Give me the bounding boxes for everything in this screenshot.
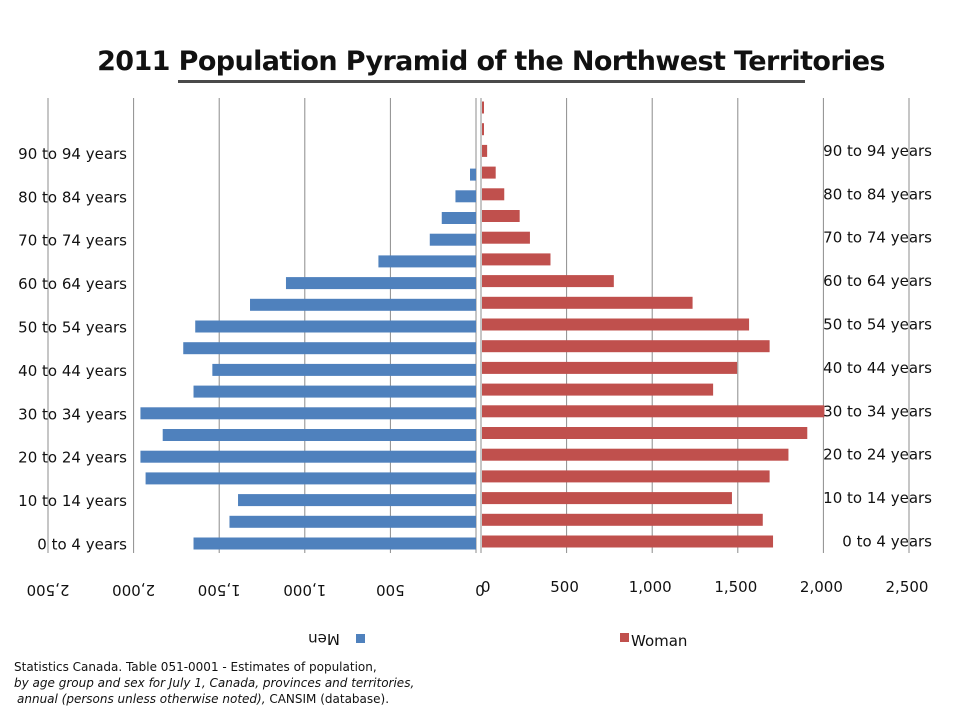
bar-woman-7 [482, 383, 714, 396]
woman-tick-label: 2,500 [886, 578, 929, 596]
bar-woman-13 [482, 253, 551, 266]
bar-woman-14 [482, 231, 530, 244]
bar-woman-5 [482, 427, 808, 439]
bar-woman-3 [482, 470, 770, 483]
bar-woman-1 [482, 513, 763, 526]
bar-men-12 [285, 277, 476, 290]
bar-woman-12 [482, 275, 614, 288]
source-line-2: by age group and sex for July 1, Canada,… [14, 676, 415, 690]
men-tick-label: 1,500 [198, 581, 241, 599]
age-label-left: 0 to 4 years [37, 536, 127, 554]
legend-swatch-woman [620, 633, 629, 642]
bar-men-6 [140, 407, 476, 420]
legend-swatch-men [356, 634, 365, 643]
woman-tick-label: 1,000 [629, 578, 672, 596]
woman-tick-label: 1,500 [714, 578, 757, 596]
bar-woman-18 [482, 144, 488, 157]
men-tick-label: 0 [475, 581, 485, 599]
age-label-left: 10 to 14 years [18, 492, 127, 510]
legend-item-men: Men [308, 630, 365, 648]
age-label-left: 70 to 74 years [18, 232, 127, 250]
age-label-right: 0 to 4 years [842, 533, 932, 551]
bar-woman-19 [482, 123, 484, 136]
age-label-right: 90 to 94 years [823, 142, 932, 160]
age-label-left: 50 to 54 years [18, 319, 127, 337]
bar-woman-15 [482, 210, 520, 222]
source-citation: Statistics Canada. Table 051-0001 - Esti… [14, 659, 484, 707]
chart-title: 2011 Population Pyramid of the Northwest… [97, 46, 885, 77]
age-label-right: 50 to 54 years [823, 316, 932, 334]
bar-woman-10 [482, 318, 750, 331]
age-label-right: 40 to 44 years [823, 359, 932, 377]
bar-men-11 [250, 298, 476, 311]
woman-tick-label: 500 [550, 578, 579, 596]
woman-tick-label: 0 [481, 578, 491, 596]
legend-label-men: Men [308, 630, 340, 648]
bar-men-8 [212, 363, 477, 376]
bar-men-7 [193, 385, 476, 398]
bar-men-2 [238, 494, 476, 507]
bar-woman-8 [482, 361, 738, 374]
bar-woman-2 [482, 492, 732, 505]
bar-woman-11 [482, 296, 693, 309]
bar-men-16 [455, 190, 476, 203]
age-label-left: 30 to 34 years [18, 405, 127, 423]
men-panel: 2,500 2,000 1,500 1,000 500 0 [27, 98, 485, 599]
bar-men-4 [140, 450, 476, 463]
woman-panel: 0 500 1,000 1,500 2,000 2,500 [480, 98, 929, 596]
men-tick-label: 2,500 [27, 581, 70, 599]
source-line-3: annual (persons unless otherwise noted),… [14, 691, 484, 707]
source-line-3-italic: annual (persons unless otherwise noted), [17, 692, 266, 706]
title-underline [178, 80, 805, 83]
age-label-left: 40 to 44 years [18, 362, 127, 380]
age-label-right: 70 to 74 years [823, 229, 932, 247]
age-label-right: 60 to 64 years [823, 272, 932, 290]
bar-men-1 [229, 515, 476, 528]
bar-men-5 [162, 429, 477, 441]
age-label-left: 20 to 24 years [18, 449, 127, 467]
bar-men-15 [441, 212, 476, 224]
legend-item-woman: Woman [620, 632, 687, 650]
bar-men-17 [470, 168, 476, 181]
bar-men-9 [183, 342, 477, 355]
woman-tick-label: 2,000 [800, 578, 843, 596]
men-tick-label: 500 [376, 581, 405, 599]
age-label-left: 80 to 84 years [18, 188, 127, 206]
bar-woman-16 [482, 188, 505, 201]
age-label-right: 10 to 14 years [823, 489, 932, 507]
men-tick-label: 2,000 [112, 581, 155, 599]
legend: Men Woman [308, 630, 687, 650]
age-label-right: 30 to 34 years [823, 402, 932, 420]
age-label-right: 80 to 84 years [823, 185, 932, 203]
bar-woman-4 [482, 448, 789, 461]
bar-woman-9 [482, 340, 770, 353]
source-line-1: Statistics Canada. Table 051-0001 - Esti… [14, 660, 377, 674]
population-pyramid-chart: 2,500 2,000 1,500 1,000 500 0 0 500 1,000 1,500 2… [18, 98, 932, 650]
left-age-labels: 0 to 4 years 10 to 14 years 20 to 24 years… [18, 145, 127, 554]
right-age-labels: 0 to 4 years 10 to 14 years 20 to 24 years… [823, 142, 932, 551]
age-label-left: 60 to 64 years [18, 275, 127, 293]
bar-men-0 [193, 537, 476, 550]
bar-men-3 [145, 472, 477, 485]
bar-woman-20 [482, 101, 484, 114]
bar-woman-17 [482, 166, 496, 179]
age-label-right: 20 to 24 years [823, 446, 932, 464]
age-label-left: 90 to 94 years [18, 145, 127, 163]
bar-men-13 [378, 255, 476, 268]
bar-woman-0 [482, 535, 774, 548]
source-line-3-rest: CANSIM (database). [265, 692, 390, 706]
bar-men-10 [195, 320, 476, 333]
bar-woman-6 [482, 405, 825, 418]
men-tick-label: 1,000 [283, 581, 326, 599]
bar-men-14 [429, 233, 476, 246]
legend-label-woman: Woman [631, 632, 687, 650]
